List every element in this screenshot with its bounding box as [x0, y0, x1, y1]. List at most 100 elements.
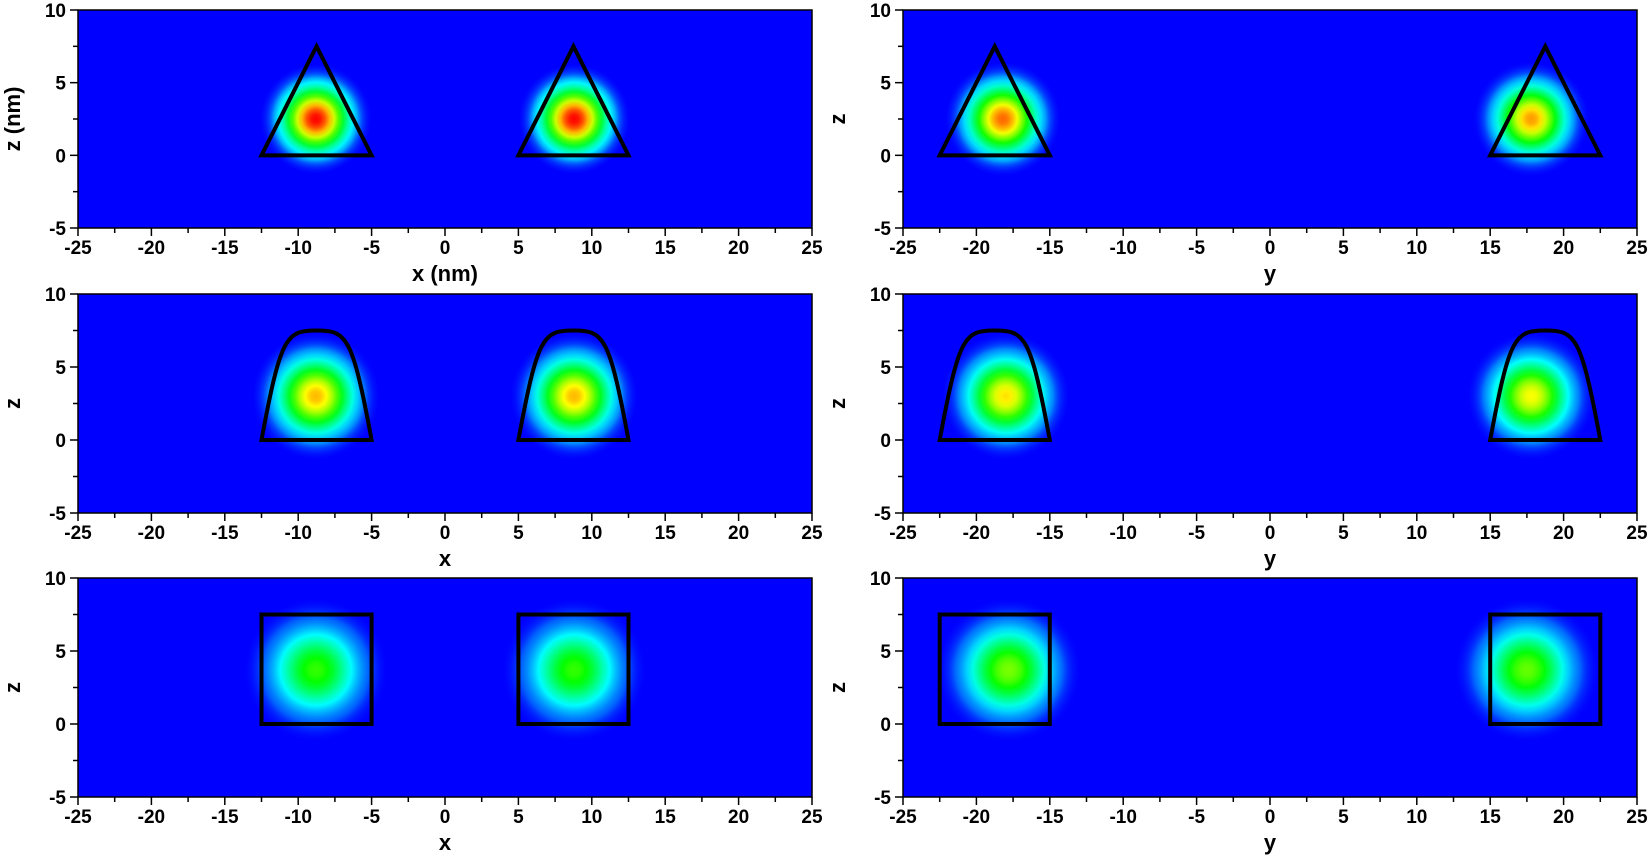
x-tick-label: 0 — [1265, 238, 1276, 259]
x-tick-label: -5 — [1188, 238, 1205, 259]
y-tick-label: 0 — [880, 146, 891, 167]
field-hotspot — [1455, 599, 1599, 741]
x-tick-label: 10 — [1406, 238, 1427, 259]
x-tick-label: -20 — [963, 523, 990, 544]
x-tick-label: 15 — [1480, 523, 1502, 544]
particle-outline — [259, 328, 375, 442]
y-tick-label: 10 — [45, 1, 66, 22]
y-tick-label: 5 — [55, 642, 66, 663]
x-tick-label: -10 — [284, 523, 311, 544]
x-tick-label: 25 — [801, 807, 823, 828]
x-tick-label: 15 — [1480, 807, 1502, 828]
y-tick-label: 0 — [880, 715, 891, 736]
y-tick-label: 5 — [880, 642, 891, 663]
field-hotspot — [252, 333, 380, 460]
y-tick-label: 10 — [870, 569, 891, 590]
field-background — [78, 294, 812, 513]
y-tick-label: -5 — [49, 219, 66, 240]
particle-outline — [259, 612, 374, 726]
x-tick-label: 5 — [1338, 523, 1349, 544]
panel-row1-left: -25 -20 -15 -10 -5 0 5 10 15 20 25 -5 0 5 10 x (nm) z (n… — [0, 1, 823, 286]
x-axis-title: x — [439, 546, 452, 571]
x-tick-label: -20 — [963, 238, 990, 259]
x-tick-label: 10 — [1406, 523, 1427, 544]
y-tick-label: 10 — [870, 1, 891, 22]
x-tick-label: 25 — [1626, 238, 1648, 259]
x-tick-label: 20 — [1553, 238, 1574, 259]
y-tick-label: 10 — [870, 285, 891, 306]
x-tick-label: 0 — [440, 807, 451, 828]
x-tick-label: 15 — [655, 523, 677, 544]
x-tick-label: 10 — [1406, 807, 1427, 828]
x-tick-label: 25 — [801, 523, 823, 544]
x-axis-title: y — [1264, 830, 1277, 855]
panel-row3-left: -25 -20 -15 -10 -5 0 5 10 15 20 25 -5 0 5 10 x z — [0, 569, 823, 855]
x-tick-label: 25 — [1626, 523, 1648, 544]
field-hotspot — [502, 599, 646, 741]
x-tick-label: -10 — [284, 807, 311, 828]
x-tick-label: 5 — [1338, 238, 1349, 259]
y-tick-label: -5 — [49, 504, 66, 525]
field-hotspot — [1467, 333, 1595, 460]
x-tick-label: -25 — [64, 523, 92, 544]
field-hotspot — [937, 599, 1081, 741]
x-tick-label: -25 — [64, 807, 92, 828]
particle-outline — [1488, 612, 1603, 726]
x-tick-label: -15 — [1036, 238, 1064, 259]
y-tick-label: 5 — [55, 74, 66, 95]
x-tick-label: -15 — [211, 238, 239, 259]
x-tick-label: 5 — [513, 523, 524, 544]
particle-outline — [1486, 41, 1604, 158]
x-tick-label: -10 — [1109, 807, 1136, 828]
x-tick-label: -5 — [1188, 807, 1205, 828]
y-axis-title: z — [825, 682, 850, 693]
particle-outline — [936, 41, 1054, 158]
field-hotspot — [510, 333, 638, 460]
panel-row2-left: -25 -20 -15 -10 -5 0 5 10 15 20 25 -5 0 5 10 x z — [0, 285, 823, 571]
y-tick-label: 0 — [55, 146, 66, 167]
x-tick-label: -25 — [889, 807, 917, 828]
x-tick-label: -15 — [1036, 807, 1064, 828]
x-tick-label: 25 — [1626, 807, 1648, 828]
x-axis-title: x (nm) — [412, 261, 478, 286]
y-tick-label: 0 — [880, 431, 891, 452]
x-tick-label: -10 — [1109, 238, 1136, 259]
field-hotspot — [260, 64, 372, 174]
panel-row3-right: -25 -20 -15 -10 -5 0 5 10 15 20 25 -5 0 5 10 y z — [825, 569, 1648, 855]
y-axis-title: z (nm) — [0, 87, 25, 152]
field-hotspot — [1473, 62, 1589, 176]
x-tick-label: 0 — [440, 238, 451, 259]
x-tick-label: 5 — [1338, 807, 1349, 828]
x-tick-label: -10 — [1109, 523, 1136, 544]
y-tick-label: -5 — [874, 504, 891, 525]
y-tick-label: -5 — [49, 788, 66, 809]
particle-outline — [258, 41, 375, 158]
x-tick-label: 10 — [581, 523, 602, 544]
particle-outline — [515, 41, 632, 158]
x-tick-label: 20 — [728, 238, 749, 259]
x-tick-label: 0 — [1265, 523, 1276, 544]
y-tick-label: 10 — [45, 285, 66, 306]
x-tick-label: 20 — [1553, 523, 1574, 544]
particle-outline — [515, 328, 631, 442]
x-tick-label: 10 — [581, 238, 602, 259]
y-axis-title: z — [825, 114, 850, 125]
x-tick-label: 0 — [440, 523, 451, 544]
y-tick-label: -5 — [874, 219, 891, 240]
y-tick-label: 10 — [45, 569, 66, 590]
panel-row1-right: -25 -20 -15 -10 -5 0 5 10 15 20 25 -5 0 5 10 y z — [825, 1, 1648, 286]
x-tick-label: 15 — [655, 238, 677, 259]
x-tick-label: -25 — [889, 523, 917, 544]
x-tick-label: -20 — [138, 523, 165, 544]
x-tick-label: 15 — [655, 807, 677, 828]
field-hotspot — [244, 599, 388, 741]
x-tick-label: 15 — [1480, 238, 1502, 259]
x-axis-title: y — [1264, 261, 1277, 286]
field-hotspot — [518, 64, 630, 174]
x-axis-title: y — [1264, 546, 1277, 571]
panel-row2-right: -25 -20 -15 -10 -5 0 5 10 15 20 25 -5 0 5 10 y z — [825, 285, 1648, 571]
x-tick-label: -15 — [211, 807, 239, 828]
particle-outline — [937, 612, 1052, 726]
y-tick-label: 0 — [55, 715, 66, 736]
